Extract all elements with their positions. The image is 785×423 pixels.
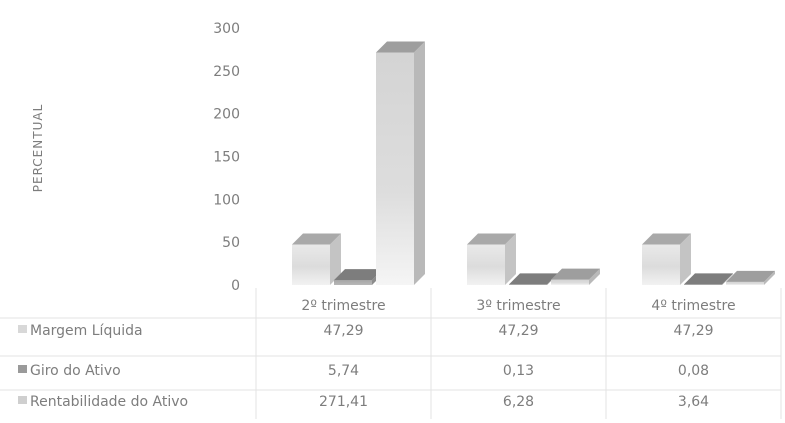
bar: [509, 273, 558, 285]
category-label: 4º trimestre: [651, 298, 735, 314]
bar-front: [292, 244, 330, 285]
data-label: 271,41: [319, 394, 368, 410]
bar-top: [292, 233, 341, 245]
data-label: 47,29: [498, 323, 538, 339]
data-table-grid: [0, 288, 782, 419]
y-tick-label: 200: [213, 107, 240, 123]
y-axis-ticks: 0 50 100 150 200 250 300: [213, 21, 240, 294]
data-label: 0,08: [678, 363, 709, 379]
series-name: Margem Líquida: [30, 323, 143, 339]
bar-side: [589, 268, 600, 285]
category-label: 2º trimestre: [301, 298, 385, 314]
y-tick-label: 50: [222, 235, 240, 251]
bar: [726, 270, 775, 285]
bar-front: [642, 244, 680, 285]
bar-front: [726, 281, 764, 285]
bar-top: [376, 41, 425, 53]
bar-side: [764, 270, 775, 285]
bar-front: [376, 52, 414, 286]
bar-side: [414, 41, 425, 286]
y-tick-label: 0: [231, 278, 240, 294]
bar-top: [642, 233, 691, 245]
data-table: Margem Líquida 47,29 47,29 47,29 Giro do Ati…: [18, 323, 714, 410]
legend-key: [18, 396, 27, 404]
data-label: 5,74: [328, 363, 359, 379]
bar: [467, 233, 516, 285]
bar-side: [722, 273, 733, 285]
category-label: 3º trimestre: [476, 298, 560, 314]
bar: [551, 268, 600, 285]
bar-front: [509, 284, 547, 285]
category-labels: 2º trimestre 3º trimestre 4º trimestre: [301, 298, 735, 314]
series-name: Giro do Ativo: [30, 363, 121, 379]
bar-front: [334, 280, 372, 285]
bar: [376, 41, 425, 286]
bar-top: [334, 269, 383, 281]
bar-top: [509, 273, 558, 285]
data-label: 6,28: [503, 394, 534, 410]
y-tick-label: 300: [213, 21, 240, 37]
bar-side: [505, 233, 516, 285]
bar: [334, 269, 383, 285]
bar-top: [467, 233, 516, 245]
series-name: Rentabilidade do Ativo: [30, 394, 188, 410]
bar-top: [726, 270, 775, 282]
legend-key: [18, 325, 27, 333]
bar-top: [684, 273, 733, 285]
bar-top: [551, 268, 600, 280]
data-label: 0,13: [503, 363, 534, 379]
y-tick-label: 150: [213, 150, 240, 166]
y-tick-label: 100: [213, 192, 240, 208]
bar-front: [467, 244, 505, 285]
bar: [642, 233, 691, 285]
data-label: 47,29: [673, 323, 713, 339]
y-tick-label: 250: [213, 64, 240, 80]
bar-side: [330, 233, 341, 285]
bar-side: [680, 233, 691, 285]
bar: [684, 273, 733, 285]
bar: [292, 233, 341, 285]
bar-front: [551, 279, 589, 285]
bar-front: [684, 284, 722, 285]
data-label: 47,29: [323, 323, 363, 339]
data-label: 3,64: [678, 394, 709, 410]
bars: [292, 41, 775, 286]
y-axis-title: PERCENTUAL: [31, 104, 45, 193]
legend-key: [18, 365, 27, 373]
